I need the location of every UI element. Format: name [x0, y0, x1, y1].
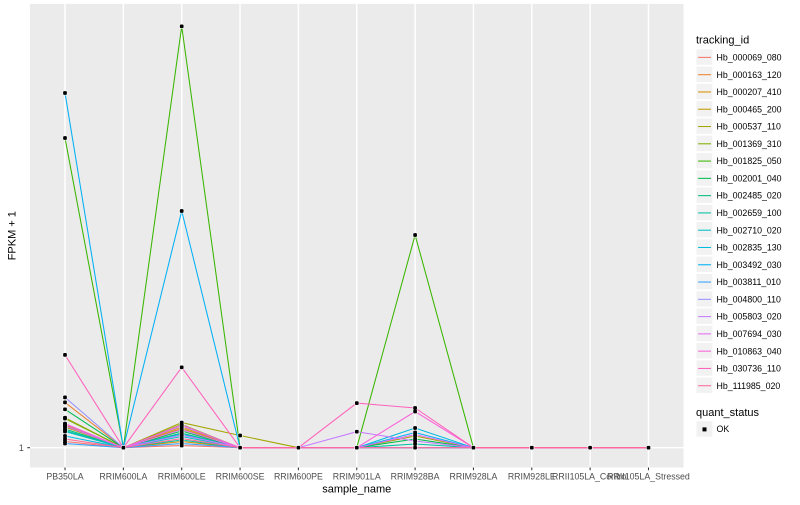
svg-text:Hb_003492_030: Hb_003492_030	[717, 260, 782, 270]
svg-text:OK: OK	[717, 424, 730, 434]
svg-text:Hb_001369_310: Hb_001369_310	[717, 139, 782, 149]
svg-text:Hb_030736_110: Hb_030736_110	[717, 364, 782, 374]
svg-text:Hb_000537_110: Hb_000537_110	[717, 122, 782, 132]
svg-text:RRIM600LE: RRIM600LE	[158, 472, 206, 482]
svg-text:RRIM600PE: RRIM600PE	[274, 472, 323, 482]
svg-text:Hb_000207_410: Hb_000207_410	[717, 87, 782, 97]
svg-text:RRII105LA_Stressed: RRII105LA_Stressed	[607, 472, 690, 482]
svg-text:quant_status: quant_status	[696, 407, 759, 419]
svg-text:Hb_000465_200: Hb_000465_200	[717, 104, 782, 114]
svg-text:RRIM928LE: RRIM928LE	[508, 472, 556, 482]
svg-text:Hb_000069_080: Hb_000069_080	[717, 53, 782, 63]
svg-text:Hb_003811_010: Hb_003811_010	[717, 277, 782, 287]
svg-text:PB350LA: PB350LA	[46, 472, 83, 482]
svg-text:Hb_002659_100: Hb_002659_100	[717, 208, 782, 218]
svg-text:Hb_007694_030: Hb_007694_030	[717, 329, 782, 339]
svg-text:Hb_002835_130: Hb_002835_130	[717, 243, 782, 253]
svg-text:Hb_001825_050: Hb_001825_050	[717, 156, 782, 166]
svg-text:Hb_002485_020: Hb_002485_020	[717, 191, 782, 201]
svg-text:Hb_002710_020: Hb_002710_020	[717, 225, 782, 235]
svg-text:Hb_004800_110: Hb_004800_110	[717, 294, 782, 304]
svg-text:1: 1	[19, 443, 24, 453]
svg-text:RRIM901LA: RRIM901LA	[333, 472, 381, 482]
svg-text:RRIM928BA: RRIM928BA	[391, 472, 440, 482]
svg-text:Hb_002001_040: Hb_002001_040	[717, 173, 782, 183]
svg-text:Hb_111985_020: Hb_111985_020	[717, 381, 781, 391]
svg-text:Hb_000163_120: Hb_000163_120	[717, 70, 782, 80]
svg-text:RRIM600SE: RRIM600SE	[216, 472, 265, 482]
svg-text:sample_name: sample_name	[322, 484, 391, 496]
svg-text:RRIM600LA: RRIM600LA	[99, 472, 147, 482]
svg-text:Hb_005803_020: Hb_005803_020	[717, 312, 782, 322]
svg-text:Hb_010863_040: Hb_010863_040	[717, 346, 782, 356]
svg-text:RRIM928LA: RRIM928LA	[449, 472, 497, 482]
svg-text:tracking_id: tracking_id	[696, 35, 749, 47]
svg-text:RRII105LA_Control: RRII105LA_Control	[552, 472, 628, 482]
svg-text:FPKM + 1: FPKM + 1	[6, 211, 18, 260]
